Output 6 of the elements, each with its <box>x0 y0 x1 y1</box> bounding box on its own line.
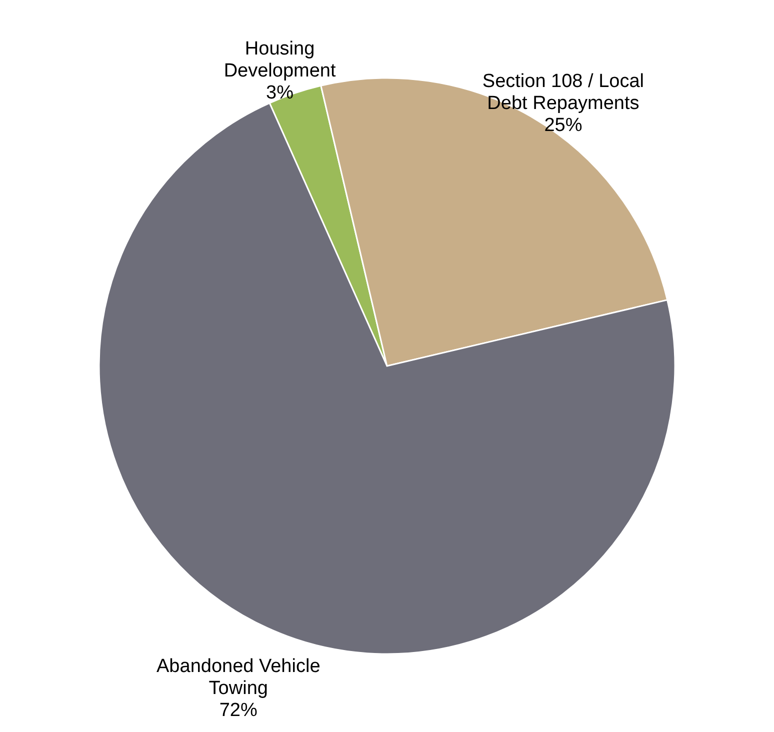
data-label: 3% <box>266 82 294 104</box>
data-label: 25% <box>544 115 582 136</box>
data-label: 72% <box>219 700 258 722</box>
slice-label: Abandoned Vehicle Towing <box>156 656 320 700</box>
slice-label: Housing Development <box>224 38 336 82</box>
slice-label: Section 108 / Local Debt Repayments <box>482 71 644 114</box>
